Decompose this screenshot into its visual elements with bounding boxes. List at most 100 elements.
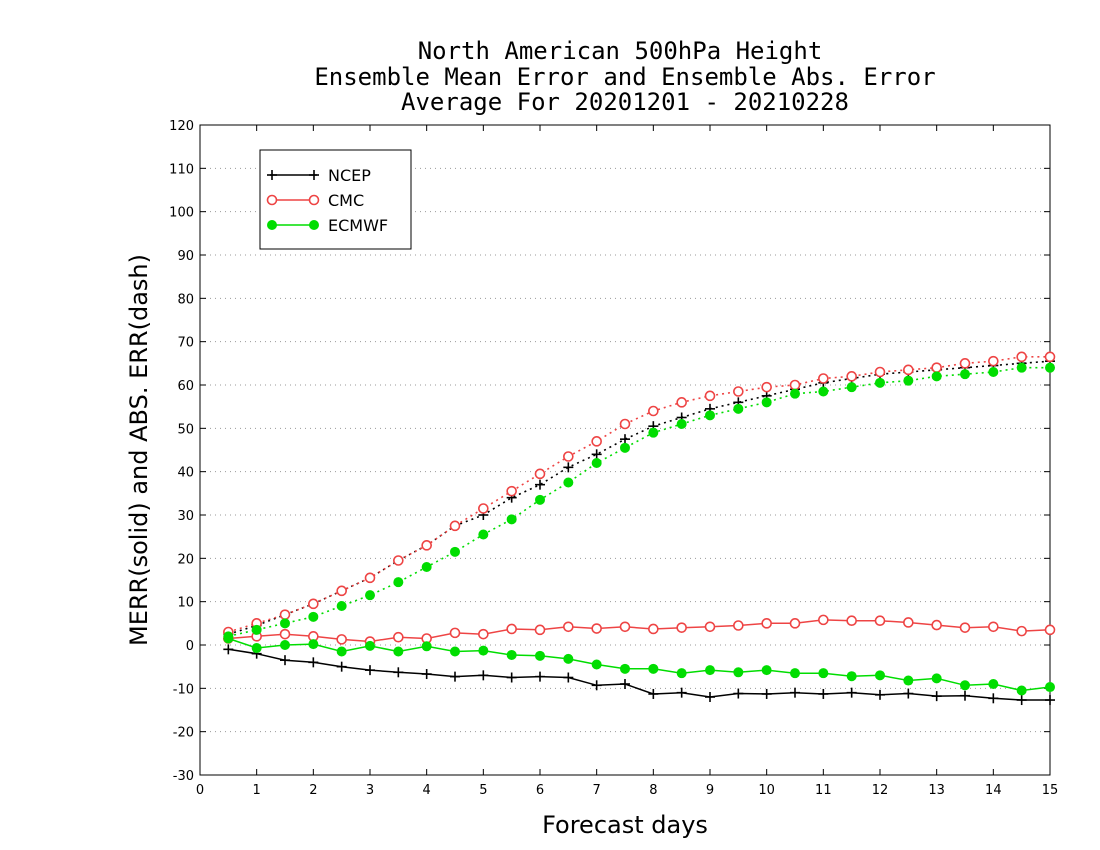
merr-point-cmc [534, 624, 546, 636]
abserr-point-ecmwf [280, 618, 290, 629]
merr-point-ncep [648, 688, 659, 699]
merr-point-cmc [591, 623, 602, 634]
abserr-point-cmc [591, 436, 602, 447]
merr-point-cmc [818, 614, 829, 626]
merr-point-cmc [1016, 625, 1027, 637]
merr-point-cmc [449, 627, 461, 639]
abserr-point-cmc [1016, 351, 1027, 363]
abserr-point-ncep [620, 434, 630, 445]
merr-point-ecmwf [280, 640, 290, 650]
merr-line-ncep [228, 648, 1050, 701]
abserr-point-cmc [449, 520, 461, 532]
merr-line-ecmwf [228, 637, 1051, 692]
abserr-point-ecmwf [535, 494, 545, 505]
merr-point-ncep [620, 679, 630, 689]
merr-point-cmc [761, 618, 772, 629]
legend-label-cmc: CMC [328, 191, 364, 210]
y-tick-label: 70 [177, 336, 194, 351]
merr-point-ecmwf [846, 671, 857, 682]
merr-point-cmc [704, 621, 716, 633]
merr-point-ecmwf [903, 675, 914, 686]
merr-point-ncep [988, 693, 999, 704]
x-tick-label: 13 [928, 783, 945, 798]
y-tick-label: 20 [177, 552, 194, 567]
merr-point-ecmwf [960, 680, 970, 691]
chart-title: North American 500hPa Height Ensemble Me… [314, 37, 935, 116]
abserr-point-cmc [846, 371, 857, 382]
merr-point-ecmwf [761, 665, 772, 676]
legend-marker-start-ncep [267, 170, 277, 180]
merr-point-ncep [1045, 695, 1055, 706]
merr-point-ncep [790, 687, 800, 698]
abserr-point-ecmwf [365, 590, 375, 601]
series-layer [223, 351, 1056, 706]
abserr-point-ecmwf [676, 419, 687, 429]
abserr-point-ecmwf [960, 369, 970, 380]
x-tick-label: 15 [1042, 783, 1059, 798]
merr-point-ecmwf [1016, 685, 1027, 696]
y-tick-label: 100 [169, 206, 194, 221]
abserr-point-cmc [789, 379, 801, 391]
y-tick-label: 80 [177, 292, 194, 307]
abserr-point-ncep [591, 449, 602, 460]
merr-point-ncep [761, 688, 772, 699]
merr-point-ncep [506, 672, 517, 683]
merr-point-ncep [280, 655, 290, 666]
merr-point-ncep [336, 661, 347, 672]
abserr-point-ecmwf [450, 546, 460, 557]
merr-point-ecmwf [790, 668, 800, 679]
merr-point-ncep [450, 671, 460, 682]
abserr-point-ecmwf [648, 427, 659, 438]
x-tick-label: 5 [479, 783, 487, 798]
abserr-point-ecmwf [903, 375, 914, 386]
merr-point-cmc [648, 623, 659, 635]
abserr-point-ecmwf [506, 514, 517, 525]
merr-point-ncep [903, 688, 914, 699]
abserr-point-cmc [421, 540, 432, 551]
merr-point-ecmwf [506, 649, 517, 660]
merr-point-ecmwf [308, 639, 319, 650]
merr-line-cmc [228, 619, 1051, 643]
merr-point-cmc [903, 617, 914, 628]
abserr-point-ecmwf [846, 382, 857, 393]
merr-point-ecmwf [988, 679, 999, 689]
abserr-point-cmc [874, 366, 886, 378]
x-tick-label: 14 [985, 783, 1002, 798]
abserr-point-cmc [308, 598, 319, 610]
legend-marker-start-cmc [266, 194, 278, 206]
x-axis-label: Forecast days [542, 811, 708, 839]
merr-point-ecmwf [620, 663, 630, 674]
abserr-point-ncep [563, 462, 574, 473]
merr-point-ecmwf [705, 665, 715, 676]
merr-point-ecmwf [733, 667, 744, 678]
abserr-point-cmc [648, 405, 659, 417]
merr-point-ncep [960, 690, 970, 701]
merr-point-cmc [336, 634, 347, 645]
abserr-point-ecmwf [761, 397, 772, 408]
merr-point-ncep [1016, 695, 1027, 706]
merr-point-ecmwf [676, 668, 687, 679]
merr-point-cmc [874, 615, 886, 627]
y-tick-label: -20 [173, 726, 194, 741]
merr-point-cmc [506, 623, 517, 635]
plot-frame [199, 124, 1051, 776]
merr-point-ecmwf [931, 673, 942, 684]
x-tick-label: 8 [649, 783, 657, 798]
abserr-point-cmc [818, 373, 829, 384]
merr-point-cmc [988, 621, 999, 633]
legend: NCEP CMC ECMWF [259, 149, 412, 250]
y-tick-label: 60 [177, 379, 194, 394]
abserr-line-ecmwf [228, 366, 1050, 638]
merr-point-ecmwf [393, 646, 404, 657]
abserr-line-cmc [228, 355, 1050, 633]
y-tick-label: 40 [177, 466, 194, 481]
abserr-line-ncep [228, 360, 1051, 635]
merr-point-ncep [591, 680, 602, 691]
merr-point-ncep [393, 667, 404, 678]
merr-point-ncep [365, 665, 375, 676]
merr-point-cmc [279, 628, 291, 640]
merr-point-ncep [931, 691, 942, 702]
abserr-point-ecmwf [591, 458, 602, 468]
abserr-point-ecmwf [875, 377, 885, 388]
